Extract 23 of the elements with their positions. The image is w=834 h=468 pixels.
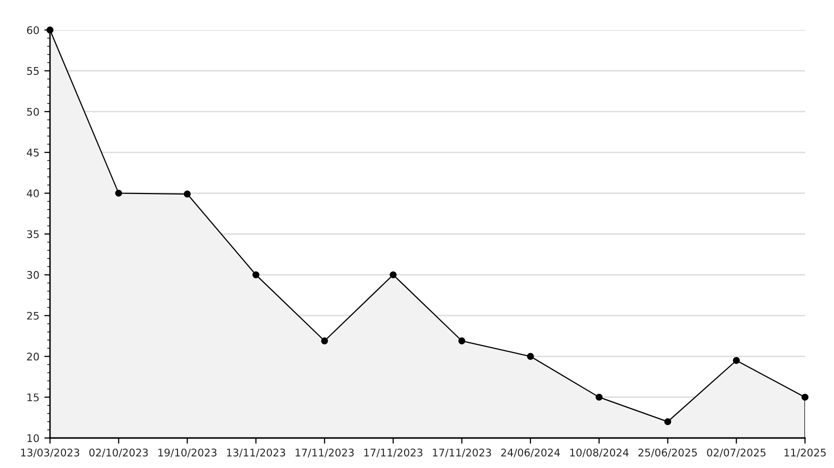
x-tick-label: 17/11/2023 bbox=[432, 448, 491, 458]
x-tick-label: 10/08/2024 bbox=[570, 448, 629, 458]
y-tick-label: 35 bbox=[27, 230, 39, 238]
x-tick-label: 19/10/2023 bbox=[158, 448, 216, 458]
y-tick-label: 55 bbox=[27, 67, 39, 75]
y-tick-label: 25 bbox=[27, 312, 39, 320]
x-tick-label: 11/2025 bbox=[784, 448, 826, 458]
x-tick-label: 13/03/2023 bbox=[21, 448, 80, 458]
x-tick-label: 13/11/2023 bbox=[227, 448, 286, 458]
y-tick-label: 45 bbox=[26, 148, 39, 157]
x-tick-label: 25/06/2025 bbox=[638, 448, 697, 458]
x-tick-label: 02/10/2023 bbox=[89, 448, 148, 458]
x-tick-label: 02/07/2025 bbox=[707, 448, 766, 458]
y-tick-label: 50 bbox=[27, 108, 39, 116]
x-tick-label: 24/06/2024 bbox=[501, 448, 560, 458]
x-tick-label: 17/11/2023 bbox=[296, 448, 354, 458]
y-tick-label: 40 bbox=[26, 189, 39, 198]
x-tick-label: 17/11/2023 bbox=[364, 448, 422, 458]
y-tick-label: 20 bbox=[27, 352, 39, 361]
y-tick-label: 30 bbox=[27, 271, 39, 279]
y-tick-label: 15 bbox=[27, 394, 39, 402]
y-tick-label: 10 bbox=[27, 434, 39, 442]
y-tick-label: 60 bbox=[27, 26, 39, 34]
